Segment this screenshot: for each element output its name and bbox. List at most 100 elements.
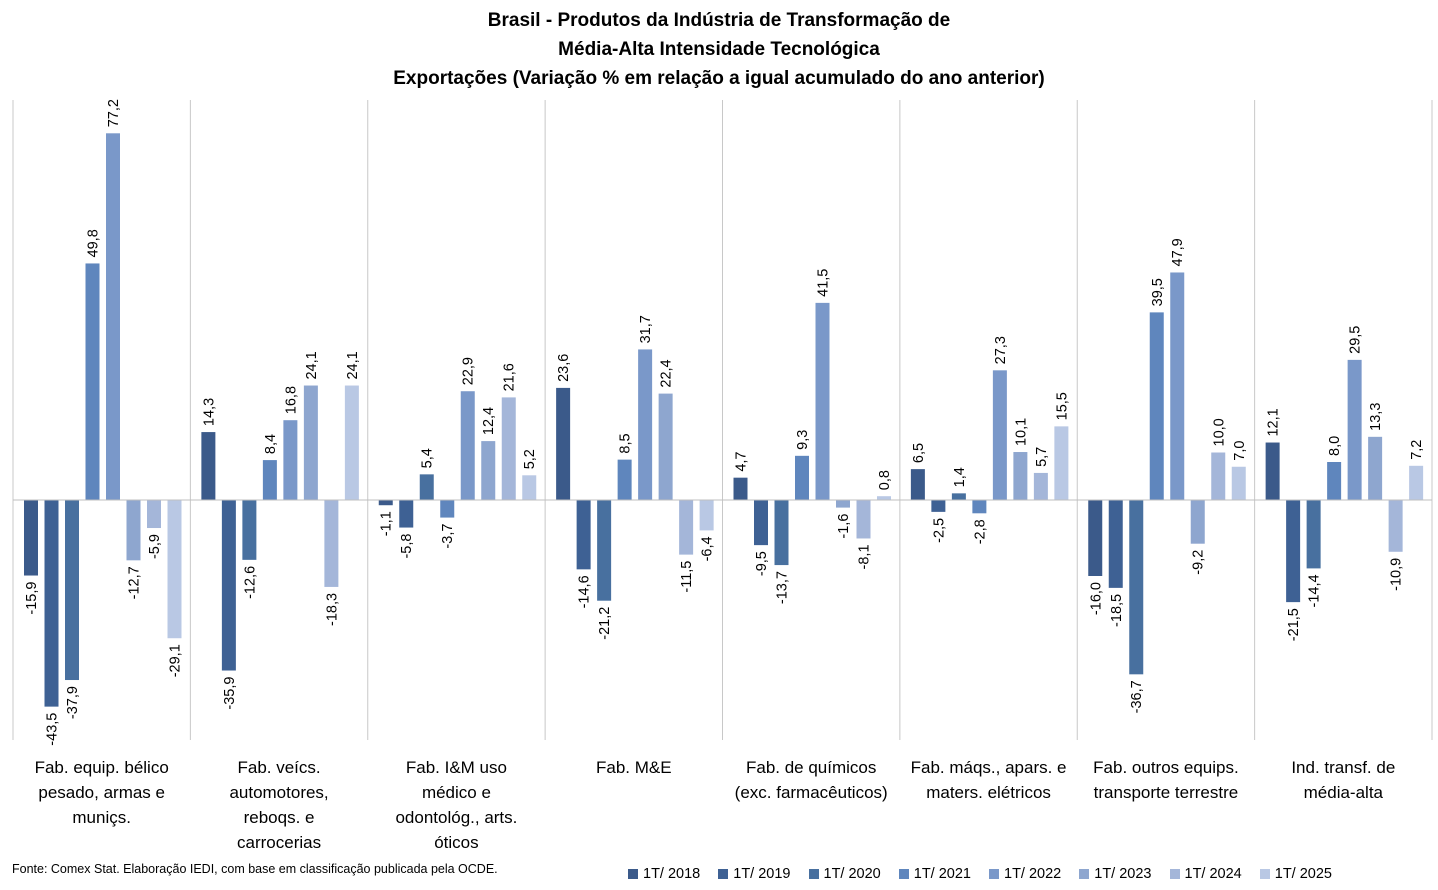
bar [242, 500, 257, 560]
bar [856, 500, 871, 539]
bar [221, 500, 236, 671]
category-label: Fab. veícs. automotores, reboqs. e carrocer… [229, 758, 328, 852]
category-label: Fab. M&E [596, 758, 672, 777]
legend-item: 1T/ 2021 [898, 866, 971, 882]
data-label: 10,0 [1211, 418, 1227, 446]
bar [522, 475, 537, 500]
category-label-line: Fab. I&M uso [406, 758, 507, 777]
chart-title-line-1: Brasil - Produtos da Indústria de Transf… [487, 10, 951, 31]
data-label: 41,5 [816, 269, 832, 297]
legend-item: 1T/ 2024 [1169, 866, 1242, 882]
bar [910, 469, 925, 500]
category-label-line: média-alta [1304, 783, 1384, 802]
bar [1265, 442, 1280, 500]
data-label: -10,9 [1389, 558, 1405, 591]
category-label-line: Fab. M&E [596, 758, 672, 777]
data-label: 5,7 [1034, 447, 1050, 467]
category-label: Fab. I&M uso médico e odontológ., arts. óti… [395, 758, 517, 852]
legend-label: 1T/ 2022 [1004, 866, 1062, 882]
bar [419, 474, 434, 500]
data-label: 1,4 [952, 467, 968, 487]
bar [1286, 500, 1301, 603]
data-label: -12,6 [242, 566, 258, 599]
data-label: 12,4 [481, 407, 497, 435]
legend-item: 1T/ 2018 [628, 866, 700, 882]
data-label: 29,5 [1348, 326, 1364, 354]
data-label: -5,9 [147, 534, 163, 559]
data-label: 6,5 [911, 443, 927, 463]
data-label: -21,2 [597, 607, 613, 640]
bar [617, 459, 632, 500]
legend-swatch [718, 869, 729, 879]
legend-label: 1T/ 2020 [823, 866, 881, 882]
category-label-line: (exc. farmacêuticos) [735, 783, 888, 802]
bar [1347, 359, 1362, 500]
bar [440, 500, 455, 518]
legend-swatch [989, 869, 999, 879]
category-label-line: Fab. de químicos [746, 758, 876, 777]
bar [992, 370, 1007, 500]
data-label: 13,3 [1368, 403, 1384, 431]
bar [658, 393, 673, 500]
legend-item: 1T/ 2020 [808, 866, 881, 882]
legend-swatch [1079, 869, 1090, 879]
bar [344, 385, 359, 500]
category-label-line: transporte terrestre [1094, 783, 1239, 802]
bar [85, 263, 100, 500]
legend-label: 1T/ 2023 [1094, 866, 1152, 882]
data-label: -1,1 [379, 511, 395, 536]
category-label: Fab. outros equips. transporte terrestre [1093, 758, 1239, 802]
data-label: 77,2 [106, 99, 122, 127]
chart-title: Brasil - Produtos da Indústria de Transf… [0, 6, 1438, 93]
data-label: 5,4 [420, 448, 436, 468]
category-label-line: Fab. equip. bélico [35, 758, 169, 777]
chart-title-line-3: Exportações (Variação % em relação a igu… [393, 68, 1045, 89]
data-label: 12,1 [1266, 408, 1282, 436]
bar [106, 133, 120, 501]
bar [1149, 312, 1164, 500]
legend-item: 1T/ 2023 [1079, 866, 1152, 882]
category-label-line: óticos [434, 833, 478, 852]
data-label: 22,4 [659, 359, 675, 387]
data-label: -11,5 [679, 561, 695, 593]
bar [126, 500, 141, 561]
bar [501, 397, 516, 500]
legend-label: 1T/ 2018 [643, 866, 701, 882]
bar [1231, 466, 1246, 500]
legend-swatch [1259, 869, 1270, 879]
bar [972, 500, 987, 514]
category-label: Fab. equip. bélico pesado, armas e muniçs. [35, 758, 169, 827]
data-label: -36,7 [1129, 680, 1145, 713]
data-label: 27,3 [993, 336, 1009, 364]
data-label: -12,7 [127, 566, 143, 599]
data-label: 16,8 [283, 386, 299, 414]
category-label-line: Ind. transf. de [1291, 758, 1395, 777]
bar [699, 500, 714, 531]
legend-label: 1T/ 2019 [733, 866, 791, 882]
bar [1088, 500, 1103, 576]
bar [283, 420, 298, 500]
data-label: -29,1 [168, 644, 184, 677]
bar [378, 500, 393, 506]
data-label: 8,0 [1327, 436, 1343, 456]
legend-swatch [1169, 869, 1180, 879]
category-label-line: odontológ., arts. [395, 808, 517, 827]
bar [931, 500, 946, 512]
data-label: 7,2 [1409, 440, 1425, 460]
legend-label: 1T/ 2025 [1274, 866, 1332, 882]
data-label: -14,4 [1307, 574, 1323, 607]
data-label: 7,0 [1232, 441, 1248, 461]
data-label: 24,1 [345, 351, 361, 379]
category-label-line: Fab. máqs., apars. e [911, 758, 1067, 777]
bar [1409, 465, 1424, 500]
data-label: 31,7 [638, 315, 654, 343]
legend-item: 1T/ 2022 [989, 866, 1061, 882]
category-label-line: carrocerias [237, 833, 321, 852]
category-label-line: pesado, armas e [38, 783, 165, 802]
bar [679, 500, 694, 555]
data-label: -43,5 [45, 713, 61, 746]
category-label-line: reboqs. e [244, 808, 315, 827]
data-label: -2,5 [931, 518, 947, 543]
source-note: Fonte: Comex Stat. Elaboração IEDI, com … [12, 862, 498, 876]
